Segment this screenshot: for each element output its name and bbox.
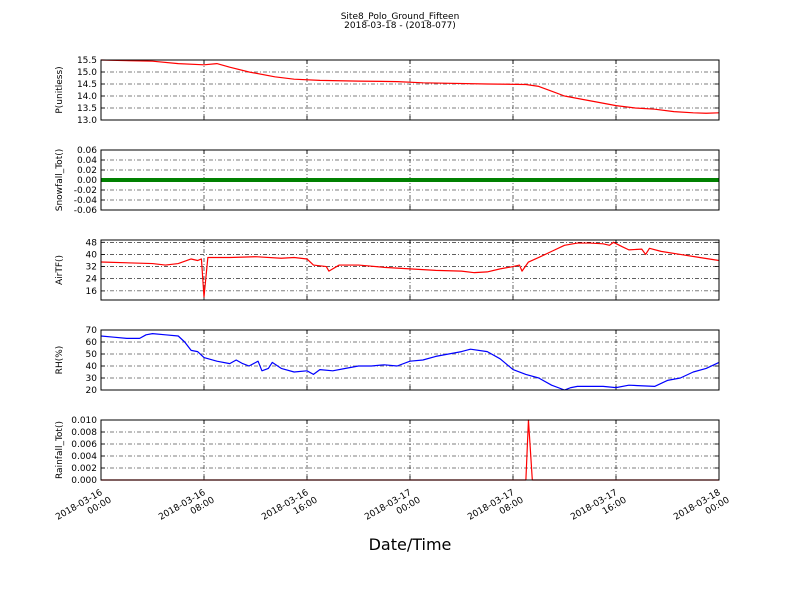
data-line <box>100 59 720 114</box>
y-tick-label: 0.004 <box>71 452 97 462</box>
y-tick-label: -0.04 <box>74 196 98 206</box>
y-tick-label: 60 <box>86 338 98 348</box>
x-tick-label: 2018-03-1608:00 <box>157 486 217 532</box>
y-tick-label: 0.06 <box>77 146 97 156</box>
x-tick-label: 2018-03-1716:00 <box>569 486 629 532</box>
y-tick-label: -0.02 <box>74 186 97 196</box>
y-tick-label: 0.006 <box>71 440 97 450</box>
plot-frame <box>100 239 720 301</box>
y-tick-label: 16 <box>86 287 98 297</box>
y-tick-label: 13.5 <box>77 104 97 114</box>
chart-subtitle: 2018-03-18 - (2018-077) <box>344 21 456 31</box>
y-tick-label: 13.0 <box>77 116 97 126</box>
x-tick-label: 2018-03-1700:00 <box>363 486 423 532</box>
y-tick-label: -0.06 <box>74 206 98 216</box>
x-axis-label: Date/Time <box>369 535 452 554</box>
y-axis-label: Rainfall_Tot() <box>55 421 65 479</box>
y-axis-label: RH(%) <box>55 346 65 375</box>
chart-title: Site8_Polo_Ground_Fifteen <box>341 12 460 22</box>
y-tick-label: 50 <box>86 350 98 360</box>
y-tick-label: 0.02 <box>77 166 97 176</box>
x-tick-label: 2018-03-1600:00 <box>54 486 114 532</box>
y-tick-label: 14.0 <box>77 92 97 102</box>
y-tick-label: 24 <box>86 275 98 285</box>
y-tick-label: 20 <box>86 386 98 396</box>
y-axis-label: P(unitless) <box>55 66 65 113</box>
y-tick-label: 40 <box>86 362 98 372</box>
y-tick-label: 0.010 <box>71 416 97 426</box>
y-tick-label: 0.00 <box>77 176 97 186</box>
data-line <box>100 241 720 298</box>
plot-frame <box>100 329 720 391</box>
plot-frame <box>100 59 720 121</box>
y-tick-label: 32 <box>86 263 97 273</box>
x-tick-label: 2018-03-1800:00 <box>672 486 732 532</box>
y-tick-label: 30 <box>86 374 98 384</box>
plot-frame <box>100 419 720 481</box>
y-tick-label: 70 <box>86 326 98 336</box>
y-tick-label: 0.002 <box>71 464 97 474</box>
y-tick-label: 15.5 <box>77 56 97 66</box>
plot-frame <box>100 149 720 211</box>
y-tick-label: 0.04 <box>77 156 97 166</box>
y-tick-label: 0.000 <box>71 476 97 486</box>
y-tick-label: 48 <box>86 238 98 248</box>
y-axis-label: AirTF() <box>55 255 65 285</box>
x-tick-label: 2018-03-1616:00 <box>260 486 320 532</box>
data-line <box>100 333 720 391</box>
y-tick-label: 14.5 <box>77 80 97 90</box>
x-tick-label: 2018-03-1708:00 <box>466 486 526 532</box>
y-tick-label: 0.008 <box>71 428 97 438</box>
y-axis-label: Snowfall_Tot() <box>55 149 65 212</box>
y-tick-label: 15.0 <box>77 68 97 78</box>
y-tick-label: 40 <box>86 250 98 260</box>
